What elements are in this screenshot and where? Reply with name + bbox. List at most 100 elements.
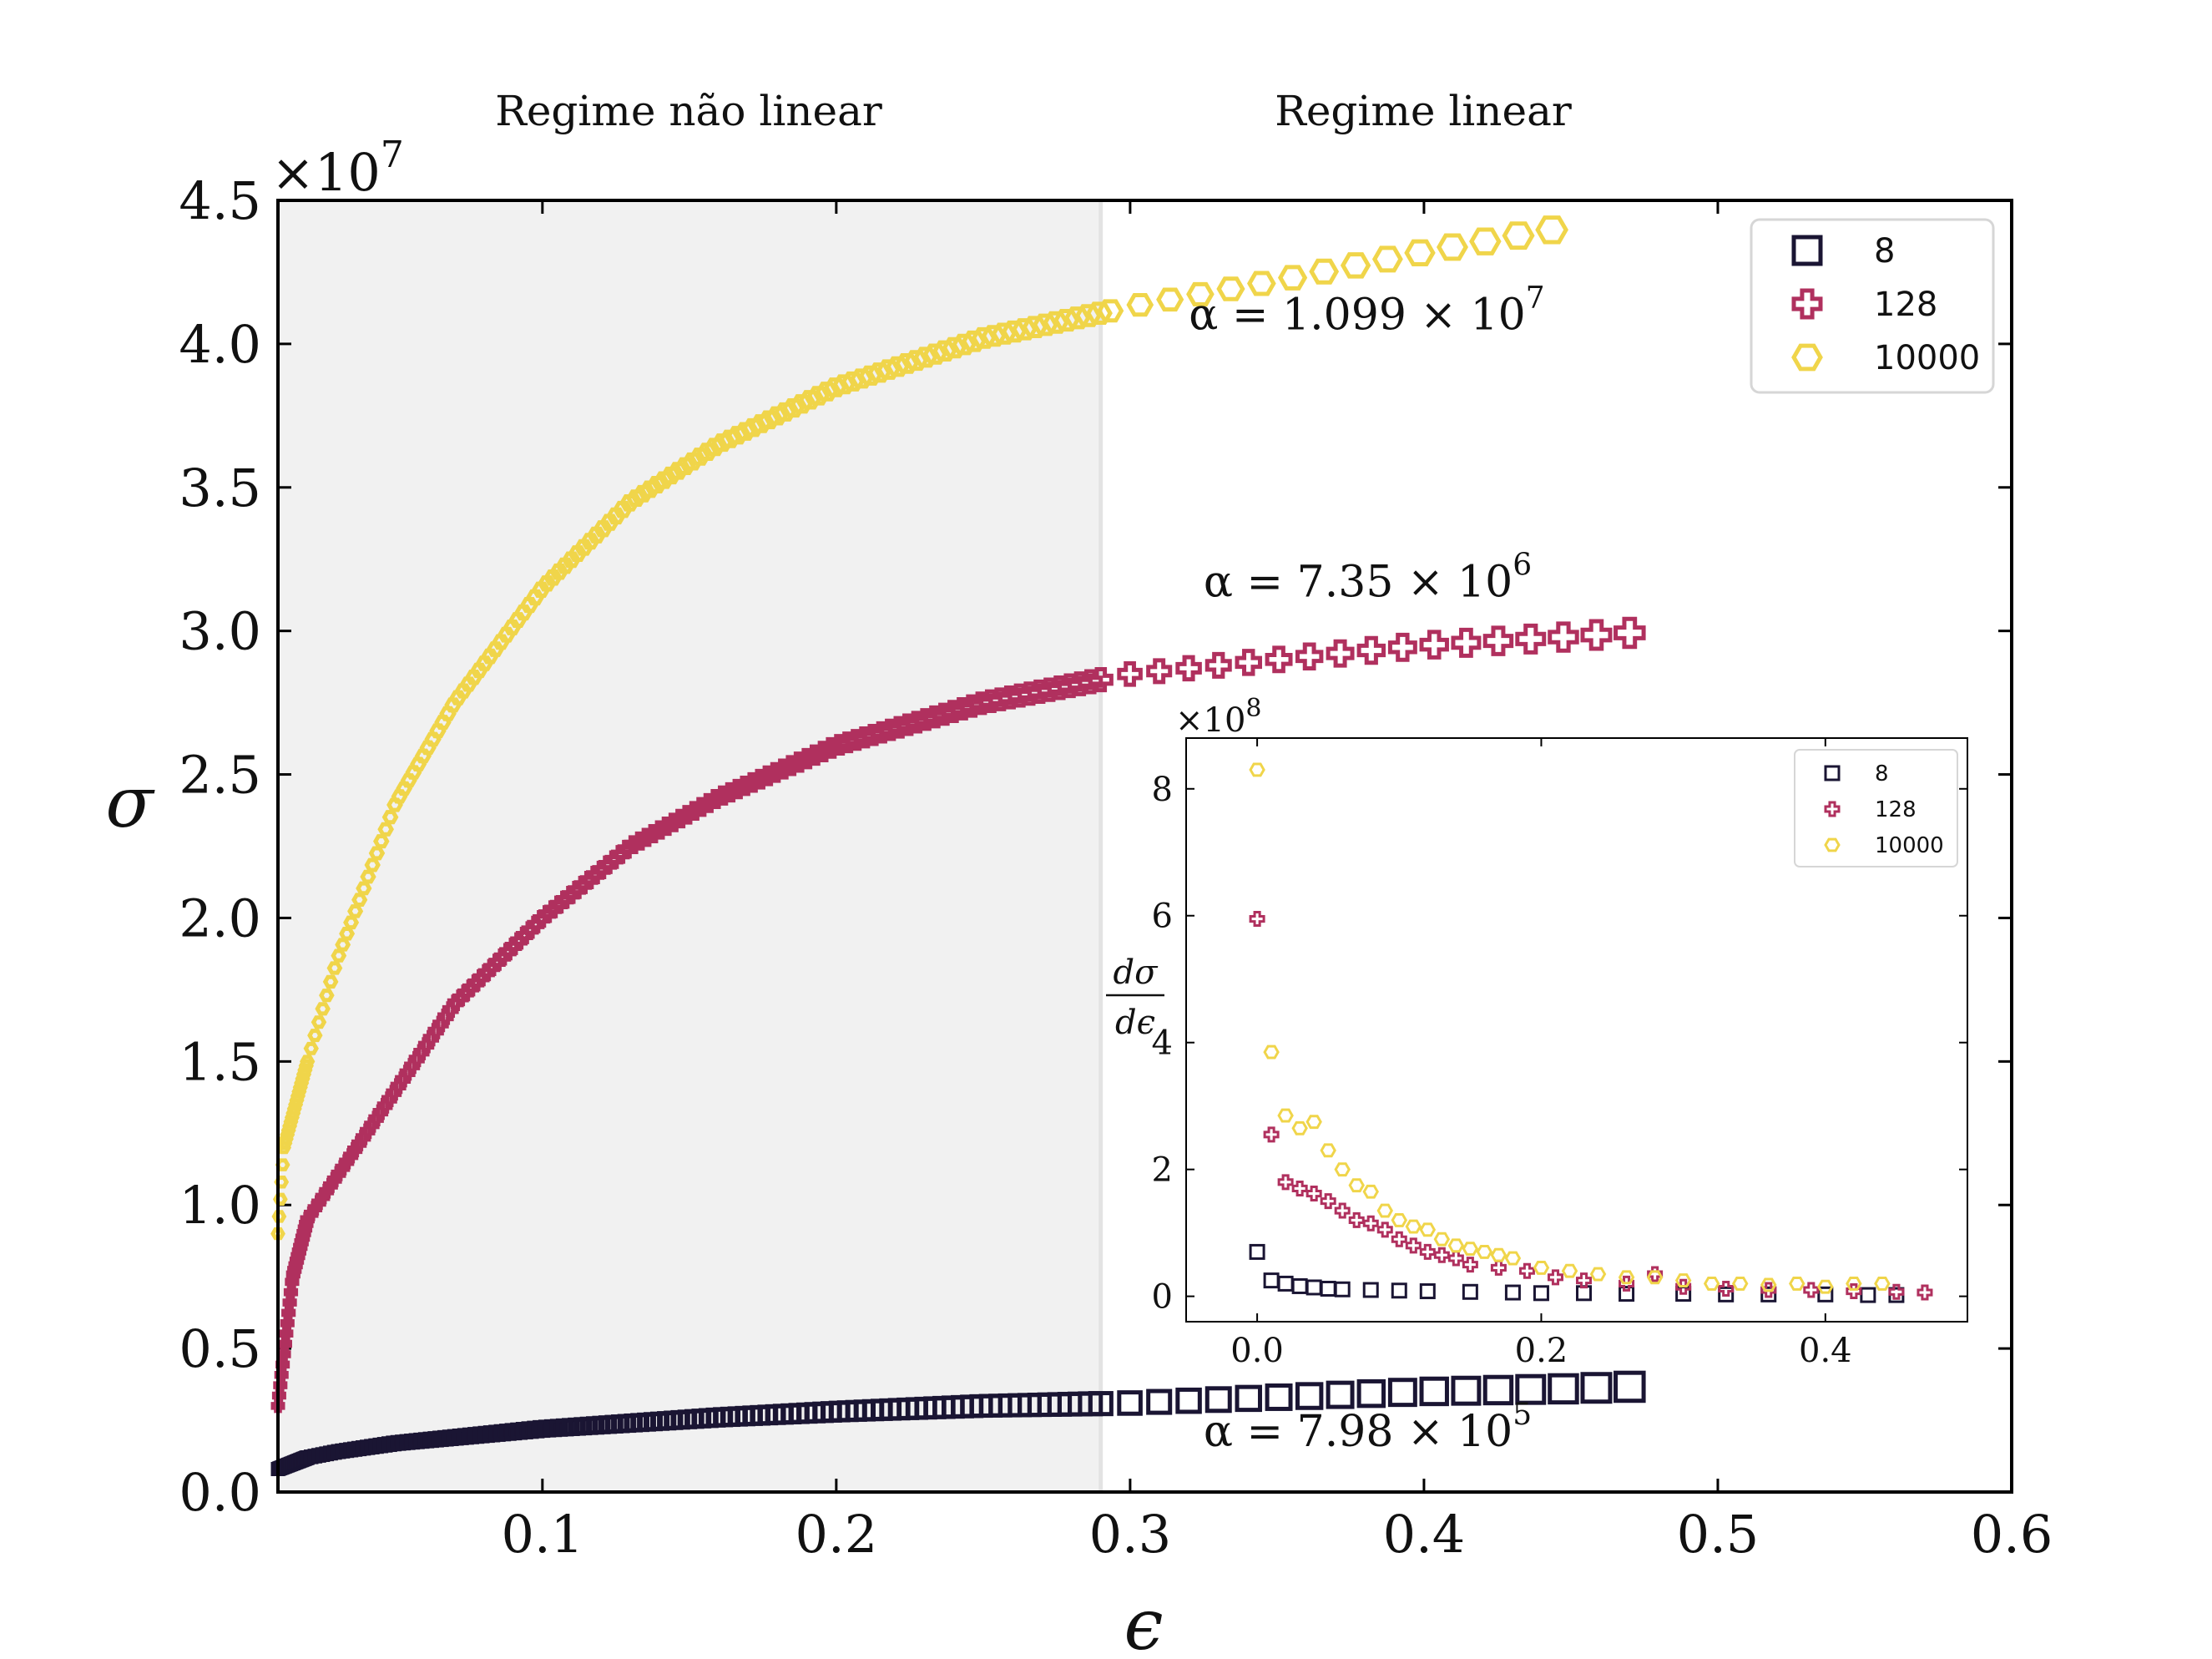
inset-point-128 [1447, 1250, 1464, 1267]
main-point-128 [836, 731, 859, 754]
main-point-10000 [704, 438, 725, 457]
inset-point-128 [1376, 1221, 1393, 1238]
main-x-tick-label: 0.3 [1089, 1504, 1172, 1565]
main-point-10000 [1216, 276, 1245, 301]
main-point-128 [942, 700, 965, 724]
main-point-10000 [613, 500, 633, 518]
main-point-10000 [633, 484, 654, 503]
main-point-8 [1265, 1383, 1293, 1411]
main-point-128 [896, 713, 920, 736]
main-point-8 [1146, 1388, 1173, 1415]
main-point-10000 [726, 426, 749, 445]
main-point-128 [1387, 632, 1417, 662]
main-point-128 [1356, 635, 1386, 665]
inset-ticks: 0.0 0.2 0.4 0 2 4 6 8 [1152, 738, 1967, 1370]
inset-y-tick-label: 6 [1152, 898, 1173, 936]
main-x-axis-label: ϵ [1124, 1584, 1163, 1659]
main-point-10000 [303, 1041, 319, 1055]
inset-point-128 [1263, 1126, 1280, 1143]
main-y-tick-label: 3.0 [179, 601, 261, 662]
inset-point-10000 [1433, 1232, 1451, 1247]
inset-point-10000 [1874, 1276, 1891, 1291]
main-y-tick-label: 2.5 [179, 745, 261, 806]
inset-point-8 [1391, 1282, 1407, 1299]
alpha-annotation: α = 1.099 × 107 [1189, 281, 1544, 341]
inset-point-128 [1803, 1282, 1820, 1298]
inset-point-128 [1547, 1269, 1563, 1286]
inset-y-tick-label: 0 [1152, 1278, 1173, 1317]
main-point-10000 [1404, 239, 1436, 267]
inset-point-128 [1348, 1211, 1365, 1228]
main-point-128 [861, 723, 885, 746]
main-series-8 [270, 1370, 1646, 1476]
main-point-8 [1387, 1378, 1417, 1408]
inset-y-label-denominator: dϵ [1115, 1004, 1155, 1042]
inset-series-8 [1249, 1243, 1905, 1303]
main-point-10000 [549, 563, 569, 580]
inset-point-10000 [1376, 1203, 1393, 1218]
main-point-128 [757, 765, 779, 787]
main-point-10000 [300, 1055, 316, 1069]
main-point-10000 [311, 1015, 327, 1029]
alpha-annotation-exponent: 7 [1526, 281, 1545, 316]
inset-point-10000 [1362, 1184, 1379, 1199]
main-point-10000 [531, 581, 551, 598]
inset-y-multiplier-exponent: 8 [1245, 694, 1261, 723]
main-point-128 [720, 781, 741, 803]
main-point-10000 [682, 452, 704, 471]
main-point-10000 [555, 557, 575, 574]
main-point-128 [828, 734, 851, 756]
inset-point-10000 [1476, 1244, 1493, 1259]
nonlinear-region-label: Regime não linear [495, 87, 882, 135]
inset-y-multiplier-base: ×10 [1175, 701, 1245, 740]
main-legend-marker-8 [1791, 235, 1823, 266]
main-point-128 [765, 761, 786, 783]
main-point-10000 [1186, 281, 1215, 307]
main-point-10000 [593, 520, 614, 538]
inset-point-10000 [1263, 1044, 1280, 1060]
main-point-10000 [381, 810, 399, 825]
inset-point-10000 [1291, 1120, 1308, 1136]
inset-point-10000 [1504, 1251, 1522, 1266]
inset-point-8 [1334, 1281, 1351, 1297]
inset-point-128 [1291, 1180, 1308, 1196]
main-point-10000 [1436, 233, 1468, 261]
main-point-8 [1117, 1390, 1143, 1416]
main-point-128 [914, 708, 937, 731]
main-series-128 [270, 616, 1646, 1414]
inset-point-10000 [1789, 1276, 1805, 1291]
inset-point-8 [1760, 1286, 1777, 1302]
main-x-tick-label: 0.4 [1383, 1504, 1466, 1565]
inset-point-128 [1518, 1262, 1535, 1279]
main-point-10000 [667, 462, 689, 480]
inset-point-128 [1334, 1202, 1351, 1219]
main-point-128 [1146, 658, 1173, 685]
main-y-tick-label: 0.0 [179, 1462, 261, 1523]
main-point-8 [1580, 1372, 1613, 1404]
main-point-10000 [319, 989, 335, 1003]
inset-point-128 [1490, 1259, 1507, 1276]
main-point-10000 [674, 457, 696, 476]
inset-point-8 [1462, 1283, 1478, 1300]
main-point-10000 [568, 545, 588, 562]
main-point-10000 [486, 641, 505, 657]
main-point-128 [1204, 651, 1232, 679]
main-x-tick-label: 0.1 [502, 1504, 584, 1565]
main-point-128 [281, 1305, 296, 1321]
linear-region-label: Regime linear [1275, 87, 1572, 135]
main-point-128 [273, 1378, 288, 1393]
inset-point-8 [1249, 1243, 1265, 1260]
main-x-tick-label: 0.2 [795, 1504, 878, 1565]
main-point-128 [951, 696, 974, 721]
main-point-10000 [1469, 227, 1502, 255]
main-point-128 [713, 785, 734, 806]
main-point-128 [905, 711, 928, 734]
inset-frame [1185, 737, 1968, 1323]
main-point-10000 [599, 513, 619, 531]
main-point-8 [1614, 1370, 1646, 1404]
main-point-128 [1265, 645, 1293, 674]
main-series [270, 215, 1646, 1476]
inset-legend-label: 10000 [1875, 833, 1944, 858]
main-point-128 [271, 1388, 286, 1403]
main-point-10000 [377, 822, 394, 837]
